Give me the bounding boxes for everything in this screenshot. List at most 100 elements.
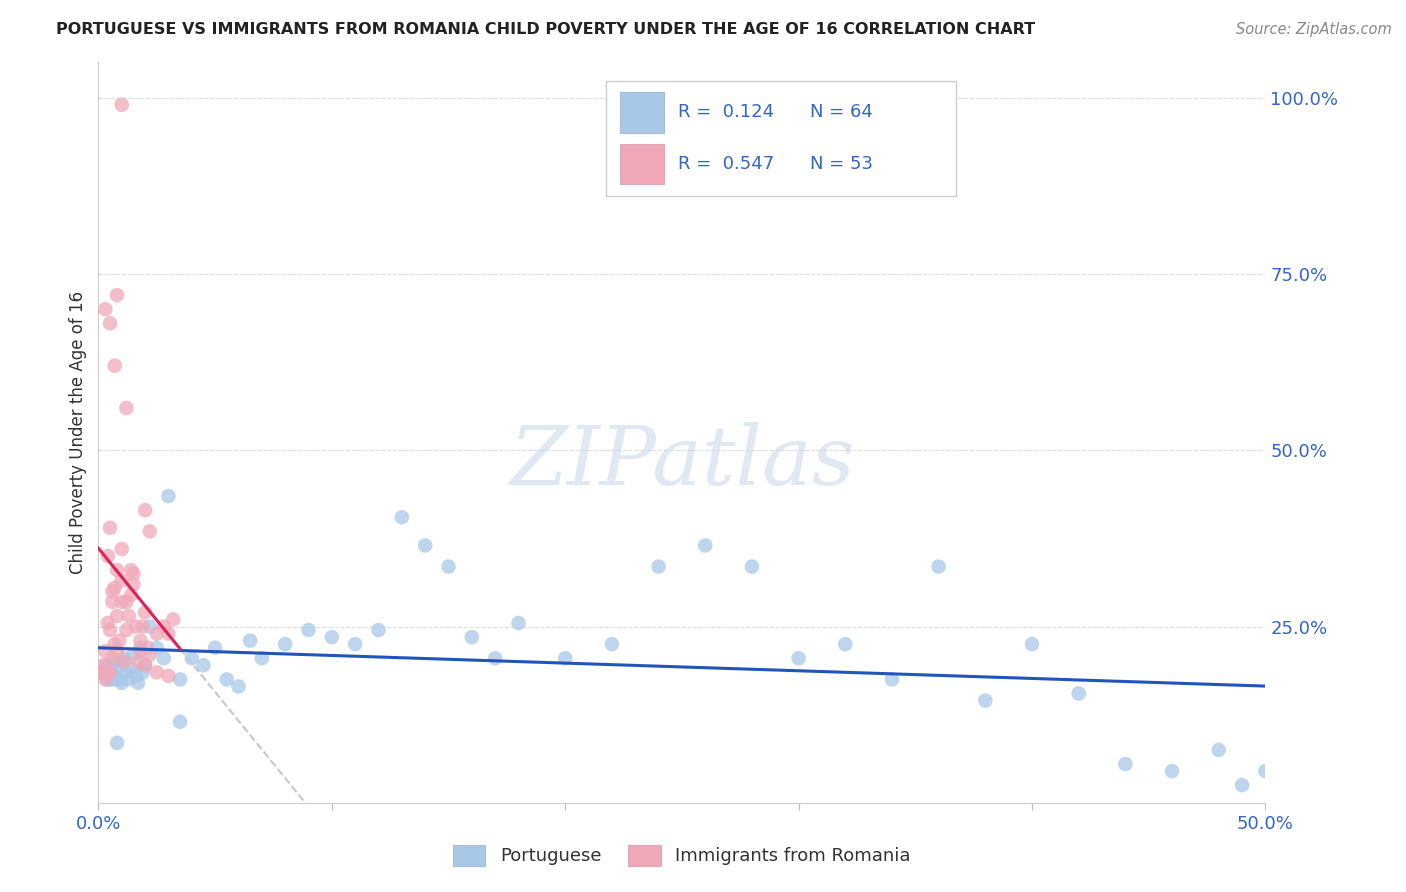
Text: Source: ZipAtlas.com: Source: ZipAtlas.com	[1236, 22, 1392, 37]
Point	[834, 637, 856, 651]
Point	[122, 648, 145, 662]
Point	[91, 658, 114, 673]
Point	[90, 665, 112, 680]
Point	[122, 577, 145, 591]
Point	[554, 651, 576, 665]
Point	[105, 644, 128, 658]
Point	[111, 595, 134, 609]
Point	[136, 640, 159, 655]
Point	[98, 658, 121, 673]
Point	[146, 626, 169, 640]
Point	[193, 658, 215, 673]
Point	[180, 651, 202, 665]
Point	[146, 640, 169, 655]
Point	[120, 662, 142, 676]
Point	[94, 302, 117, 317]
Text: N = 64: N = 64	[810, 103, 873, 121]
Point	[98, 673, 121, 687]
Point	[120, 588, 142, 602]
Point	[97, 665, 120, 680]
Point	[204, 640, 226, 655]
Point	[98, 521, 121, 535]
Point	[105, 563, 128, 577]
Point	[134, 503, 156, 517]
Point	[98, 623, 121, 637]
Point	[108, 673, 131, 687]
Text: N = 53: N = 53	[810, 154, 873, 172]
Point	[239, 633, 262, 648]
Point	[344, 637, 367, 651]
Text: ZIPatlas: ZIPatlas	[509, 422, 855, 502]
Point	[111, 97, 134, 112]
Point	[98, 665, 121, 680]
Point	[169, 673, 191, 687]
Point	[880, 673, 903, 687]
Point	[250, 651, 273, 665]
Point	[695, 538, 717, 552]
Point	[152, 651, 174, 665]
Point	[111, 655, 134, 669]
Point	[274, 637, 297, 651]
Point	[101, 584, 124, 599]
Point	[132, 665, 155, 680]
Point	[108, 633, 131, 648]
Point	[122, 566, 145, 581]
FancyBboxPatch shape	[606, 81, 956, 195]
Point	[391, 510, 413, 524]
Point	[97, 673, 120, 687]
Y-axis label: Child Poverty Under the Age of 16: Child Poverty Under the Age of 16	[69, 291, 87, 574]
Point	[111, 574, 134, 588]
Point	[367, 623, 389, 637]
Point	[104, 581, 127, 595]
Point	[120, 563, 142, 577]
Point	[129, 644, 152, 658]
Point	[1230, 778, 1253, 792]
Point	[105, 288, 128, 302]
Point	[134, 658, 156, 673]
Point	[118, 673, 141, 687]
Point	[1208, 743, 1230, 757]
Point	[129, 640, 152, 655]
Text: PORTUGUESE VS IMMIGRANTS FROM ROMANIA CHILD POVERTY UNDER THE AGE OF 16 CORRELAT: PORTUGUESE VS IMMIGRANTS FROM ROMANIA CH…	[56, 22, 1035, 37]
Point	[105, 662, 128, 676]
Point	[146, 665, 169, 680]
Point	[157, 489, 180, 503]
Point	[1114, 757, 1136, 772]
Point	[228, 680, 250, 694]
Point	[94, 673, 117, 687]
Bar	[620, 92, 665, 133]
Point	[437, 559, 460, 574]
Point	[105, 736, 128, 750]
Point	[508, 615, 530, 630]
Point	[94, 644, 117, 658]
Point	[297, 623, 319, 637]
Point	[461, 630, 484, 644]
Point	[321, 630, 343, 644]
Point	[112, 651, 135, 665]
Bar	[620, 144, 665, 185]
Point	[1067, 686, 1090, 700]
Point	[928, 559, 950, 574]
Point	[139, 619, 162, 633]
Point	[101, 651, 124, 665]
Point	[101, 665, 124, 680]
Point	[169, 714, 191, 729]
Point	[98, 316, 121, 330]
Legend: Portuguese, Immigrants from Romania: Portuguese, Immigrants from Romania	[446, 838, 918, 873]
Point	[484, 651, 506, 665]
Point	[104, 359, 127, 373]
Point	[129, 633, 152, 648]
Point	[105, 609, 128, 624]
Point	[600, 637, 623, 651]
Point	[157, 626, 180, 640]
Point	[152, 619, 174, 633]
Point	[97, 549, 120, 563]
Point	[1161, 764, 1184, 778]
Point	[112, 655, 135, 669]
Point	[115, 401, 138, 415]
Point	[1254, 764, 1277, 778]
Point	[127, 655, 149, 669]
Point	[115, 665, 138, 680]
Point	[97, 615, 120, 630]
Point	[104, 655, 127, 669]
